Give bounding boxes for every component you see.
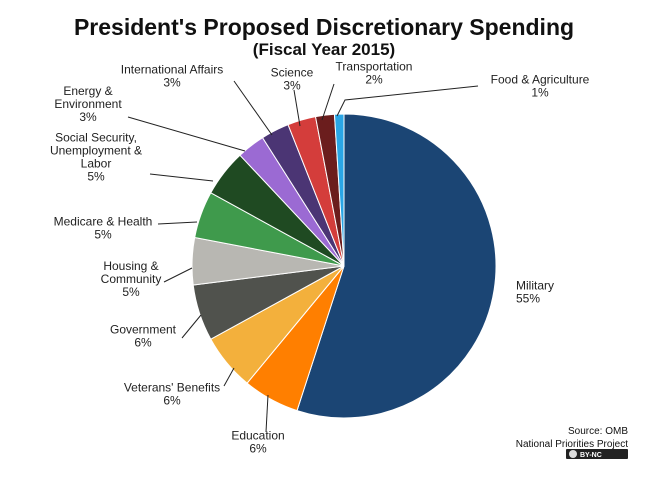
slice-label-line: Social Security, [55,131,137,145]
leader-lines [127,80,479,433]
slice-label-line: Government [110,323,177,337]
leader-line [336,85,479,117]
leader-line [223,367,235,387]
pie-slice-military [296,113,497,419]
slice-label: Energy & Environment 3% [54,84,122,124]
slice-label: Military 55% [516,279,554,306]
slice-label-line: 55% [516,292,540,306]
leader-line [321,83,335,121]
leader-line [157,221,198,225]
cc-icon [569,450,577,458]
slice-label-line: Food & Agriculture [491,73,590,87]
leader-line [163,267,193,283]
slice-labels: Military 55%Education 6%Veterans' Benefits… [50,60,590,456]
slice-label-line: 3% [79,110,97,124]
slice-label-line: Housing & [103,259,158,273]
source-line: Source: OMB [568,426,628,437]
license-badge: BY-NC [566,449,628,459]
slice-label-line: Transportation [336,60,413,74]
slice-label: Medicare & Health 5% [54,215,153,242]
slice-label: Social Security, Unemployment & Labor 5% [50,131,142,184]
slice-label: Government 6% [110,323,177,350]
leader-line [149,173,214,182]
slice-label-line: Veterans' Benefits [124,381,220,395]
slice-label: Veterans' Benefits 6% [124,381,220,408]
leader-line [127,116,246,152]
license-label: BY-NC [580,452,602,459]
slice-label: Housing & Community 5% [101,259,162,299]
slice-label-line: Education [231,429,284,443]
chart-title: President's Proposed Discretionary Spend… [74,14,574,40]
slice-label-line: Science [271,66,314,80]
slice-label-line: Unemployment & [50,144,142,158]
leader-line [293,89,301,127]
slice-label: Food & Agriculture 1% [491,73,590,100]
slice-label-line: 5% [87,170,105,184]
slice-label-line: Medicare & Health [54,215,153,229]
leader-line [233,80,273,136]
slice-label-line: 3% [283,79,301,93]
slice-label-line: 5% [94,228,112,242]
slice-label: Science 3% [271,66,314,93]
slice-label-line: 6% [163,394,181,408]
slice-label-line: Military [516,279,554,293]
slice-label-line: Energy & [63,84,112,98]
leader-line [265,394,269,433]
slice-label-line: Environment [54,97,122,111]
slice-label-line: 5% [122,285,140,299]
pie-slices [191,113,497,419]
slice-label-line: International Affairs [121,63,224,77]
slice-label-line: 6% [249,442,267,456]
slice-label-line: Labor [81,157,112,171]
slice-label-line: 3% [163,76,181,90]
slice-label-line: 6% [134,336,152,350]
slice-label: Transportation 2% [336,60,413,87]
source-org: National Priorities Project [516,439,628,450]
slice-label: Education 6% [231,429,284,456]
chart-subtitle: (Fiscal Year 2015) [253,40,395,59]
slice-label-line: Community [101,272,162,286]
slice-label-line: 1% [531,86,549,100]
slice-label-line: 2% [365,73,383,87]
slice-label: International Affairs 3% [121,63,224,90]
leader-line [181,314,202,339]
pie-slice-food-agriculture [333,113,345,267]
